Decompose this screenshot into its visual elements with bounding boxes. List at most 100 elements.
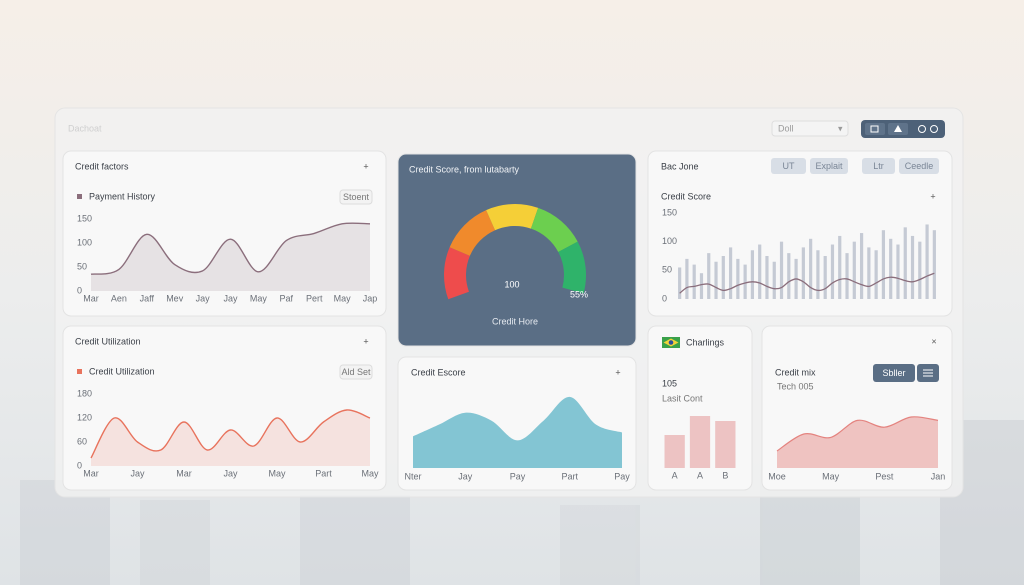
bar: [685, 258, 689, 299]
header-title: Dachoat: [68, 123, 102, 133]
gauge-caption: Credit Hore: [492, 316, 538, 326]
x-tick-label: Jay: [130, 468, 145, 478]
bar: [692, 264, 696, 299]
button-label[interactable]: Sbller: [882, 368, 905, 378]
card: [62, 150, 387, 317]
search-box[interactable]: [771, 120, 849, 137]
bar: [715, 421, 736, 468]
y-tick-label: 0: [77, 285, 82, 295]
big-number: 105: [662, 378, 677, 388]
x-tick-label: Jay: [223, 468, 238, 478]
card-title: Credit Score, from lutabarty: [409, 164, 520, 174]
close-button[interactable]: ×: [931, 336, 936, 346]
bar: [932, 230, 936, 299]
x-tick-label: Paf: [280, 293, 294, 303]
x-tick-label: A: [672, 470, 678, 480]
icon: [923, 369, 933, 377]
bar: [889, 238, 893, 299]
button-label[interactable]: Ald Set: [341, 367, 371, 377]
x-tick-label: Pay: [510, 471, 526, 481]
bar: [728, 247, 733, 299]
x-tick-label: Jan: [931, 471, 946, 481]
icon: [870, 125, 879, 133]
button-label[interactable]: Stoent: [343, 192, 370, 202]
card-header: Bac Jone: [661, 161, 699, 171]
add-button[interactable]: +: [930, 191, 935, 201]
add-button[interactable]: +: [363, 161, 368, 171]
tab-label[interactable]: UT: [783, 161, 795, 171]
area-fill: [91, 223, 370, 291]
x-tick-label: Pest: [875, 471, 894, 481]
tab[interactable]: [771, 158, 806, 174]
card: [62, 325, 387, 491]
gauge-segment: [444, 247, 471, 300]
bar: [918, 241, 922, 299]
tab[interactable]: [899, 158, 939, 174]
gauge-value: 100: [504, 279, 519, 289]
line: [776, 416, 939, 452]
button[interactable]: [339, 364, 373, 380]
bar: [707, 253, 711, 299]
gauge-percent: 55%: [570, 289, 588, 299]
gauge-segment: [486, 204, 539, 231]
caption: Lasit Cont: [662, 393, 703, 403]
x-tick-label: May: [822, 471, 840, 481]
bar: [838, 235, 842, 299]
x-tick-label: May: [334, 293, 352, 303]
y-tick-label: 50: [77, 261, 87, 271]
gauge-segment: [530, 207, 578, 253]
card-title: Credit Escore: [411, 367, 466, 377]
x-tick-label: Jay: [223, 293, 238, 303]
legend-swatch: [77, 369, 82, 374]
x-tick-label: A: [697, 470, 703, 480]
button[interactable]: [873, 364, 915, 382]
x-tick-label: Mev: [166, 293, 184, 303]
bar: [852, 241, 856, 299]
bar: [874, 250, 878, 299]
tab[interactable]: [810, 158, 848, 174]
bar: [736, 258, 740, 299]
area-fill: [777, 416, 938, 468]
add-button[interactable]: +: [615, 367, 620, 377]
bar: [664, 435, 685, 468]
y-tick-label: 50: [662, 265, 672, 275]
x-tick-label: May: [268, 468, 286, 478]
card: [397, 153, 637, 347]
tab-label[interactable]: Explait: [815, 161, 843, 171]
toolbar-button[interactable]: [865, 123, 885, 135]
area-fill: [413, 396, 622, 468]
icon[interactable]: [930, 125, 938, 133]
tab[interactable]: [862, 158, 895, 174]
bar: [845, 253, 849, 299]
bar: [859, 233, 864, 299]
tab-label[interactable]: Ceedle: [905, 161, 934, 171]
x-tick-label: Mar: [83, 468, 99, 478]
search-text[interactable]: Doll: [778, 123, 794, 133]
x-tick-label: Part: [561, 471, 578, 481]
bar: [721, 256, 725, 299]
bar: [830, 244, 835, 299]
building: [300, 495, 410, 585]
add-button[interactable]: +: [363, 336, 368, 346]
bar: [699, 273, 704, 299]
icon[interactable]: [918, 125, 926, 133]
bar: [903, 227, 907, 299]
button[interactable]: [339, 189, 373, 205]
card-title: Credit mix: [775, 367, 816, 377]
y-tick-label: 60: [77, 436, 87, 446]
x-tick-label: Pert: [306, 293, 323, 303]
bar: [816, 250, 820, 299]
bar: [678, 267, 682, 299]
bar: [750, 250, 755, 299]
y-tick-label: 180: [77, 388, 92, 398]
x-tick-label: Part: [315, 468, 332, 478]
x-tick-label: Jay: [458, 471, 473, 481]
bar: [787, 253, 791, 299]
bar: [925, 224, 929, 299]
x-tick-label: Jay: [196, 293, 211, 303]
bar: [758, 244, 762, 299]
x-tick-label: Mar: [83, 293, 99, 303]
tab-label[interactable]: Ltr: [873, 161, 884, 171]
bar: [689, 416, 711, 468]
